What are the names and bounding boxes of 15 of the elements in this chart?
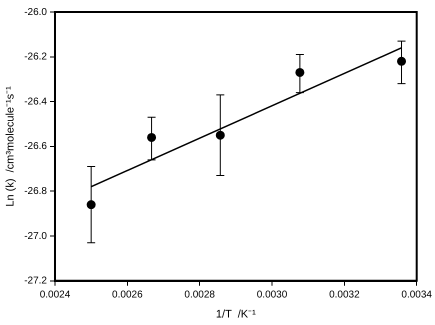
x-axis-title: 1/T /K⁻¹ bbox=[216, 308, 256, 320]
y-tick-label: -26.8 bbox=[24, 186, 48, 197]
y-axis-title: Ln (k) /cm³molecule⁻¹s⁻¹ bbox=[4, 86, 17, 207]
y-tick-label: -27.2 bbox=[24, 276, 48, 287]
y-tick-label: -26.6 bbox=[24, 141, 48, 152]
x-tick-label: 0.0030 bbox=[256, 290, 288, 301]
x-tick-label: 0.0034 bbox=[401, 290, 432, 301]
y-tick-label: -26.2 bbox=[24, 52, 48, 63]
y-tick-label: -26.0 bbox=[24, 6, 48, 18]
x-tick-label: 0.0028 bbox=[184, 290, 216, 301]
x-tick-label: 0.0026 bbox=[112, 290, 144, 301]
y-tick-label: -27.0 bbox=[24, 230, 48, 242]
x-tick-label: 0.0032 bbox=[329, 290, 360, 301]
x-tick-label: 0.0024 bbox=[40, 290, 71, 301]
y-tick-label: -26.4 bbox=[24, 96, 48, 108]
